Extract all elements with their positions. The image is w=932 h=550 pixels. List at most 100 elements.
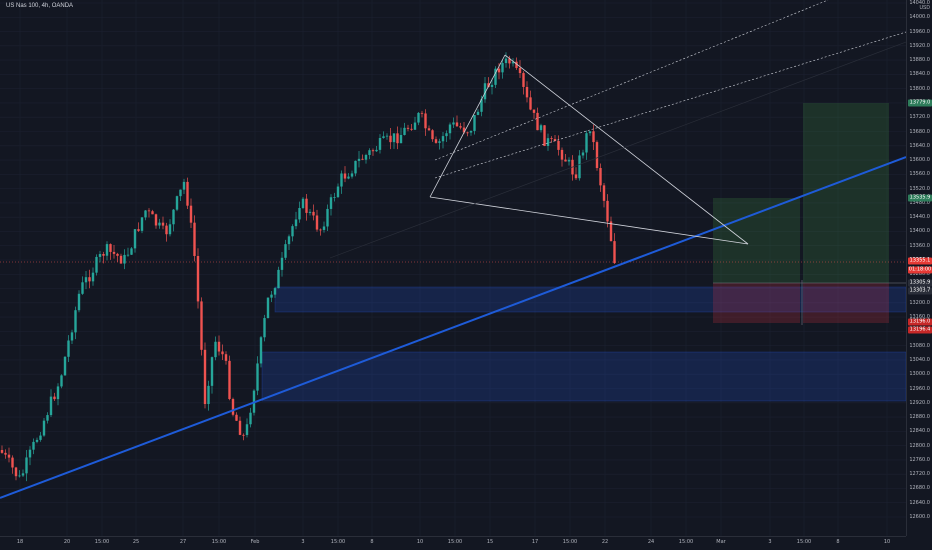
candle-body xyxy=(63,356,67,376)
candle-body xyxy=(483,83,487,100)
candle-body xyxy=(389,135,392,143)
candle-body xyxy=(175,196,179,210)
candle-body xyxy=(133,229,137,249)
support-zones xyxy=(261,286,907,402)
candle-body xyxy=(221,351,224,355)
price-chart[interactable] xyxy=(0,0,907,536)
time-axis[interactable]: 18 20 15:00 25 27 15:00 Feb 3 15:00 8 10 15:00 15 17 1… xyxy=(0,536,906,550)
candle-body xyxy=(599,168,602,186)
time-tick-label: 15:00 xyxy=(94,539,110,545)
candle-body xyxy=(357,158,361,161)
candle-body xyxy=(424,113,427,129)
time-tick-label: 15:00 xyxy=(447,539,463,545)
candle-body xyxy=(182,181,186,190)
candle-body xyxy=(529,97,532,110)
drawings[interactable] xyxy=(0,0,907,499)
candle-body xyxy=(553,139,557,141)
candle-body xyxy=(11,457,14,468)
candle-body xyxy=(49,396,53,416)
candle-body xyxy=(609,221,613,242)
candle-body xyxy=(501,63,504,73)
candle-body xyxy=(336,186,340,198)
time-tick-label: 10 xyxy=(883,539,891,545)
price-tick-label: 12640.0 xyxy=(909,499,930,506)
candle-body xyxy=(508,58,511,64)
candle-body xyxy=(67,340,70,357)
candle-body xyxy=(459,126,462,128)
candle-body xyxy=(585,133,588,153)
bid-price-tag: 13305.9 xyxy=(908,279,932,287)
candle-body xyxy=(301,198,305,208)
chart-area[interactable]: US Nas 100, 4h, OANDA xyxy=(0,0,907,536)
candle-body xyxy=(277,269,280,289)
candle-body xyxy=(567,159,571,162)
candle-body xyxy=(539,125,543,131)
candle-body xyxy=(532,109,536,113)
candle-body xyxy=(361,158,364,160)
candle-body xyxy=(518,67,522,74)
candle-body xyxy=(613,241,616,264)
dashed-channel-line-1 xyxy=(434,0,829,161)
price-tick-label: 13200.0 xyxy=(909,299,930,306)
candle-body xyxy=(245,424,249,435)
candle-body xyxy=(147,210,151,212)
candle-body xyxy=(560,149,564,160)
candle-body xyxy=(546,138,550,146)
candle-body xyxy=(606,200,609,222)
price-tick-label: 12880.0 xyxy=(909,414,930,421)
candle-body xyxy=(39,435,42,440)
candle-body xyxy=(88,277,91,282)
candle-body xyxy=(238,420,242,435)
time-tick-label: 15:00 xyxy=(562,539,578,545)
target-price-tag: 13779.0 xyxy=(908,99,932,107)
candle-body xyxy=(557,140,560,150)
candle-body xyxy=(102,254,105,256)
candle-body xyxy=(350,173,354,177)
price-axis[interactable]: USD 14040.0 14000.0 13960.0 13920.0 13880.0 1… xyxy=(906,0,932,536)
time-tick-label: 8 xyxy=(370,539,374,545)
candle-body xyxy=(42,420,46,436)
symbol-title[interactable]: US Nas 100, 4h, OANDA xyxy=(6,3,74,9)
price-tick-label: 12800.0 xyxy=(909,442,930,449)
position-2-loss-area xyxy=(803,283,889,323)
candle-body xyxy=(396,133,399,144)
candle-body xyxy=(543,125,546,146)
candlesticks xyxy=(0,52,616,482)
stop-price-tag-2: 13196.4 xyxy=(908,326,932,334)
candle-body xyxy=(371,150,375,152)
candle-body xyxy=(487,83,490,87)
long-position-tools[interactable] xyxy=(0,103,906,323)
candle-body xyxy=(315,215,319,230)
candle-body xyxy=(375,149,378,152)
candle-body xyxy=(340,173,343,187)
price-tick-label: 14000.0 xyxy=(909,14,930,21)
candle-body xyxy=(441,136,445,142)
time-tick-label: 15:00 xyxy=(330,539,346,545)
candle-body xyxy=(46,415,49,421)
candle-body xyxy=(273,288,277,295)
candle-body xyxy=(399,134,403,144)
lower-support-zone xyxy=(261,351,907,402)
time-tick-label: 3 xyxy=(301,539,305,545)
time-tick-label: 17 xyxy=(531,539,539,545)
candle-body xyxy=(455,122,459,127)
candle-body xyxy=(4,452,7,455)
candle-body xyxy=(172,209,175,225)
candle-body xyxy=(228,360,231,400)
candle-body xyxy=(354,160,357,174)
candle-body xyxy=(410,128,413,130)
candle-body xyxy=(270,294,273,298)
candle-body xyxy=(140,217,144,231)
price-tick-label: 13480.0 xyxy=(909,199,930,206)
candle-body xyxy=(480,99,483,112)
candle-body xyxy=(308,211,312,213)
price-tick-label: 13680.0 xyxy=(909,128,930,135)
candle-body xyxy=(98,254,102,257)
candle-body xyxy=(497,68,501,73)
candle-body xyxy=(189,205,193,223)
candle-body xyxy=(186,181,189,206)
last-price-tag: 13355.1 xyxy=(908,257,932,265)
candle-body xyxy=(60,375,63,387)
time-tick-label: 10 xyxy=(416,539,424,545)
candle-body xyxy=(116,253,119,256)
